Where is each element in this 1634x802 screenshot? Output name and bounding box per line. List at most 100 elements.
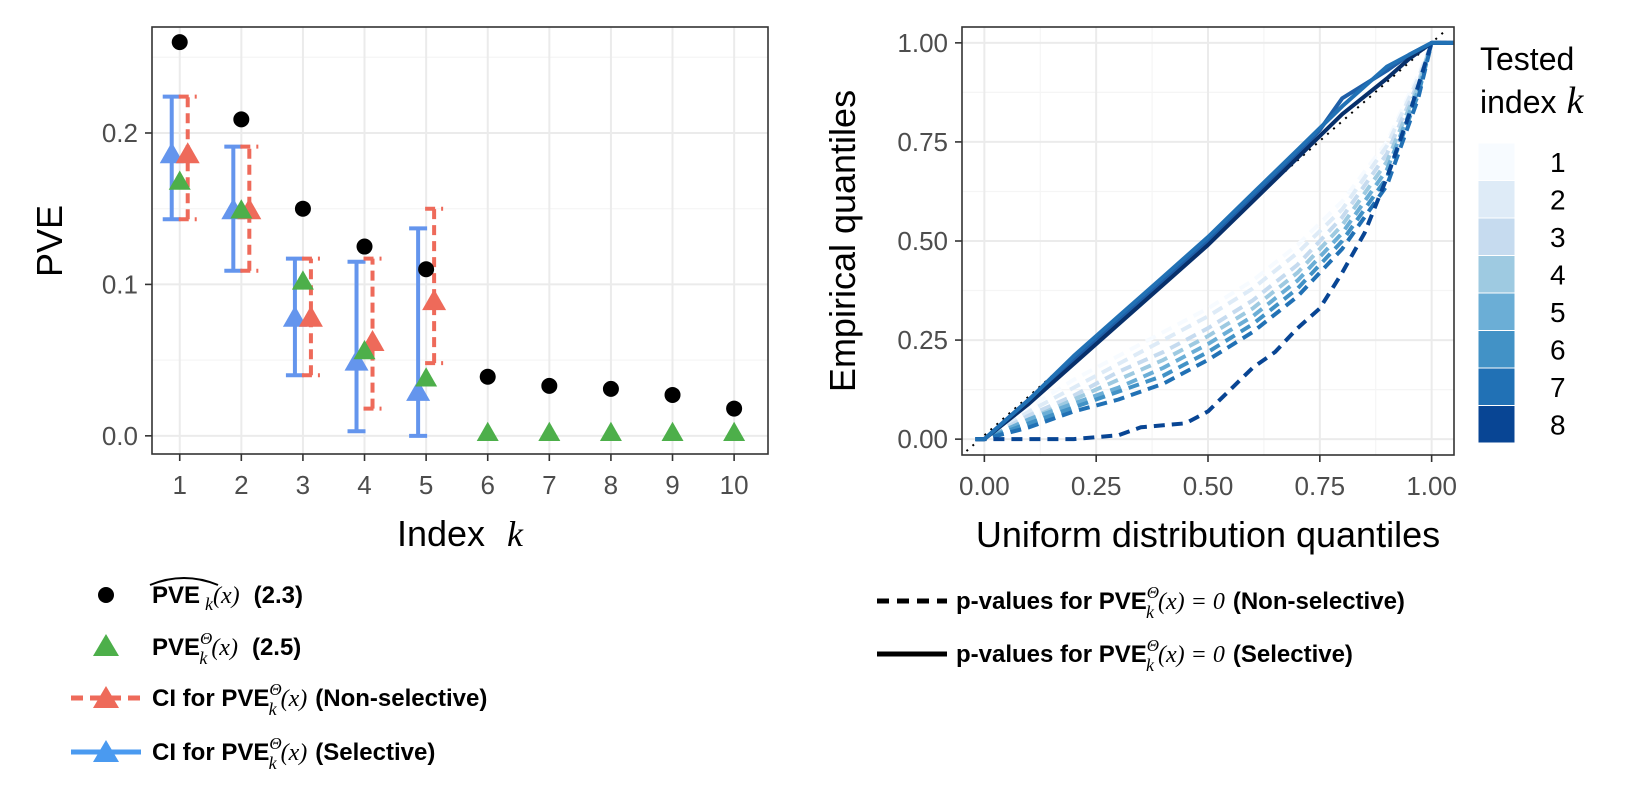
- qq-x-tick-label: 0.00: [959, 471, 1010, 501]
- legend-item-pve-hat-label: PVE: [152, 582, 200, 609]
- legend-item-pvalue-nonselective-sub: k: [1146, 602, 1155, 622]
- legend-key-swatch-3: [1477, 217, 1516, 256]
- qq-y-tick-label: 0.25: [897, 325, 948, 355]
- pve-hat-point: [356, 238, 373, 255]
- legend-item-ci-nonselective-tail: (x): [281, 686, 308, 712]
- pve-theta-triangle: [353, 340, 376, 360]
- legend-key-label-2: 2: [1550, 184, 1566, 215]
- qq-plot-panel: 0.00 0.25 0.50 0.75 1.00 0.00 0.25 0.50 0.75 1.00…: [822, 26, 1457, 555]
- pve-hat-point: [418, 261, 435, 278]
- legend-key-label-4: 4: [1550, 259, 1566, 290]
- pve-theta-triangle: [599, 421, 622, 442]
- legend-key-label-6: 6: [1550, 334, 1566, 365]
- legend-key-swatch-1: [1477, 142, 1516, 181]
- qq-line-selective-2: [975, 40, 1454, 442]
- legend-item-ci-selective: CI for PVEΘ k (x) (Selective): [152, 734, 435, 773]
- pve-x-tick-label: 8: [604, 470, 618, 500]
- legend-key-label-7: 7: [1550, 372, 1566, 403]
- legend-item-ci-nonselective: CI for PVEΘ k (x) (Non-selective): [152, 680, 487, 719]
- pve-theta-triangle: [291, 270, 314, 290]
- legend-item-ci-selective-sub: k: [269, 753, 278, 773]
- pve-theta-triangle: [476, 421, 499, 442]
- legend-item-pvalue-selective: p-values for PVEΘ k (x) = 0 (Selective): [956, 636, 1353, 675]
- selective-estimate-triangle: [406, 379, 431, 401]
- qq-x-tick-label: 0.75: [1295, 471, 1346, 501]
- legend-item-pve-theta-sub: k: [199, 648, 208, 668]
- pve-theta-triangle: [661, 421, 684, 442]
- legend-item-ci-selective-sup: Θ: [269, 734, 281, 753]
- legend-item-pvalue-nonselective-sup: Θ: [1147, 583, 1159, 602]
- pve-plot-x-title-text: Index: [397, 513, 485, 554]
- pve-plot-background: [152, 27, 768, 454]
- legend-key-swatch-2: [1477, 180, 1516, 219]
- legend-item-pve-hat-ref: (2.3): [254, 582, 303, 609]
- pve-hat-point: [233, 111, 250, 128]
- qq-y-tick-label: 0.75: [897, 127, 948, 157]
- legend-item-pve-theta-sup: Θ: [200, 629, 212, 648]
- tested-index-legend: Tested index k 1 2 3 4 5 6 7 8: [1477, 41, 1585, 444]
- pve-plot-border: [151, 26, 769, 455]
- legend-item-ci-nonselective-sup: Θ: [269, 680, 281, 699]
- legend-item-ci-selective-label: CI for PVE: [152, 739, 269, 766]
- pve-theta-triangle: [723, 421, 746, 442]
- pve-x-tick-label: 2: [234, 470, 248, 500]
- nonselective-estimate-triangle: [175, 142, 200, 164]
- pve-y-tick-label: 0.1: [102, 269, 138, 299]
- pve-x-tick-label: 4: [357, 470, 371, 500]
- legend-item-pvalue-selective-ref: (Selective): [1233, 641, 1353, 668]
- pve-x-tick-label: 6: [480, 470, 494, 500]
- legend-title-line1: Tested: [1480, 41, 1574, 77]
- pve-hat-point: [294, 200, 311, 217]
- pve-x-tick-label: 5: [419, 470, 433, 500]
- pve-theta-triangle: [168, 170, 191, 190]
- legend-green-triangle-marker: [93, 634, 119, 656]
- legend-key-label-3: 3: [1550, 222, 1566, 253]
- pve-theta-triangle: [538, 421, 561, 442]
- pve-x-tick-label: 9: [665, 470, 679, 500]
- legend-title-var: k: [1567, 80, 1585, 122]
- qq-plot-x-title: Uniform distribution quantiles: [976, 514, 1440, 555]
- qq-x-tick-label: 0.50: [1183, 471, 1234, 501]
- pve-hat-point: [541, 377, 558, 394]
- nonselective-estimate-triangle: [422, 289, 447, 311]
- selective-estimate-triangle: [159, 142, 184, 164]
- selective-estimate-triangle: [282, 305, 307, 327]
- qq-y-tick-label: 1.00: [897, 28, 948, 58]
- pve-x-tick-label: 3: [296, 470, 310, 500]
- pvalue-legend: p-values for PVEΘ k (x) = 0 (Non-selective)…: [877, 583, 1405, 675]
- legend-item-pve-hat-sub: k: [205, 594, 214, 614]
- legend-item-ci-nonselective-label: CI for PVE: [152, 685, 269, 712]
- hat-accent: [149, 577, 219, 586]
- pve-plot-y-title: PVE: [29, 205, 70, 277]
- pve-theta-triangle: [230, 199, 253, 219]
- legend-key-swatch-8: [1477, 405, 1516, 444]
- legend-item-pve-theta-label: PVE: [152, 634, 200, 661]
- pve-hat-point: [479, 368, 496, 385]
- pve-plot-x-title: Index k: [397, 513, 524, 554]
- legend-item-pve-theta: PVEΘ k (x) (2.5): [152, 629, 301, 668]
- pve-plot-ticks: 1 2 3 4 5 6 7 8 9 10 0.0 0.1 0.2: [102, 118, 749, 500]
- legend-key-swatch-6: [1477, 330, 1516, 369]
- pve-y-tick-label: 0.2: [102, 118, 138, 148]
- legend-item-pvalue-selective-sub: k: [1146, 655, 1155, 675]
- legend-title-line2: index k: [1480, 80, 1585, 122]
- legend-item-pvalue-nonselective: p-values for PVEΘ k (x) = 0 (Non-selective): [956, 583, 1405, 622]
- legend-item-pve-theta-tail: (x): [211, 635, 238, 661]
- legend-item-ci-nonselective-sub: k: [269, 699, 278, 719]
- legend-key-label-1: 1: [1550, 147, 1566, 178]
- legend-circle-marker: [98, 587, 114, 603]
- legend-item-ci-selective-tail: (x): [281, 740, 308, 766]
- nonselective-estimate-triangle: [298, 305, 323, 327]
- pve-plot-x-title-var: k: [507, 514, 524, 554]
- pve-hat-point: [171, 34, 188, 51]
- legend-item-ci-selective-ref: (Selective): [315, 739, 435, 766]
- qq-x-tick-label: 1.00: [1406, 471, 1457, 501]
- legend-item-pvalue-nonselective-label: p-values for PVE: [956, 588, 1147, 615]
- legend-title-line2-text: index: [1480, 84, 1557, 120]
- legend-key-swatch-4: [1477, 255, 1516, 294]
- pve-x-tick-label: 7: [542, 470, 556, 500]
- selective-estimate-triangle: [344, 349, 369, 371]
- legend-item-pve-hat: PVE k(x) (2.3): [152, 582, 303, 614]
- qq-x-tick-label: 0.25: [1071, 471, 1122, 501]
